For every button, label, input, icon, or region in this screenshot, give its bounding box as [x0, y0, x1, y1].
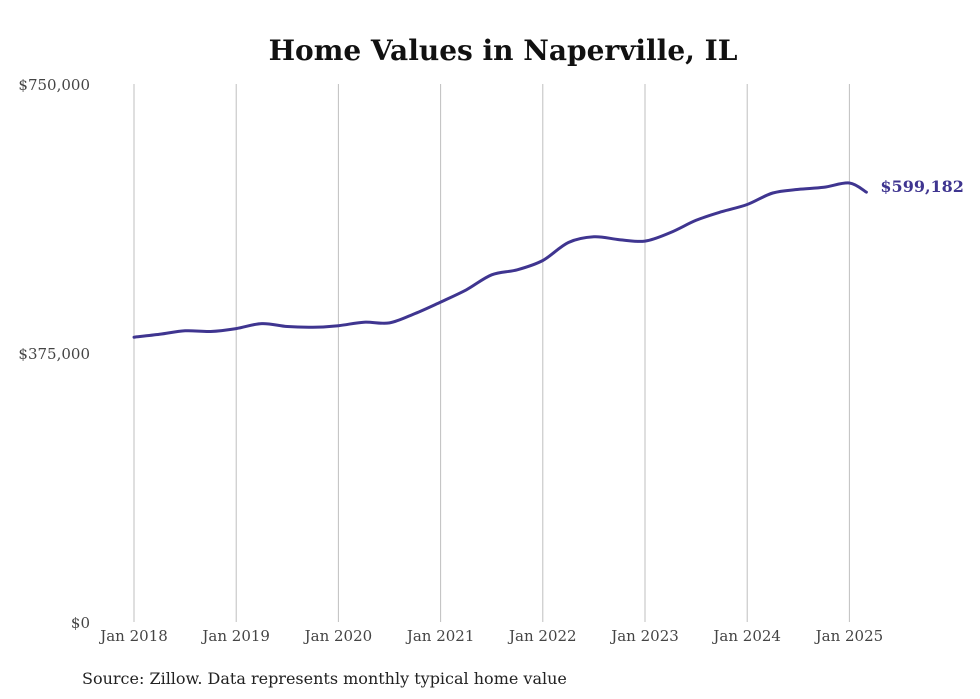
- source-note: Source: Zillow. Data represents monthly …: [82, 669, 567, 688]
- grid-lines: [133, 84, 850, 622]
- chart-title: Home Values in Naperville, IL: [269, 34, 738, 67]
- x-tick-label: Jan 2024: [711, 627, 781, 645]
- x-tick-label: Jan 2020: [303, 627, 373, 645]
- x-tick-label: Jan 2022: [507, 627, 577, 645]
- x-tick-label: Jan 2019: [200, 627, 270, 645]
- y-tick-label: $375,000: [18, 345, 90, 363]
- x-axis-ticks: Jan 2018 Jan 2019 Jan 2020 Jan 2021 Jan 2022…: [98, 627, 883, 645]
- x-tick-label: Jan 2023: [609, 627, 679, 645]
- series-line: [132, 181, 868, 339]
- x-tick-label: Jan 2025: [814, 627, 884, 645]
- end-value-label: $599,182: [880, 177, 964, 196]
- x-tick-label: Jan 2021: [405, 627, 475, 645]
- x-tick-label: Jan 2018: [98, 627, 168, 645]
- y-tick-label: $0: [71, 614, 90, 632]
- y-axis-ticks: $750,000 $375,000 $0: [18, 76, 90, 632]
- y-tick-label: $750,000: [18, 76, 90, 94]
